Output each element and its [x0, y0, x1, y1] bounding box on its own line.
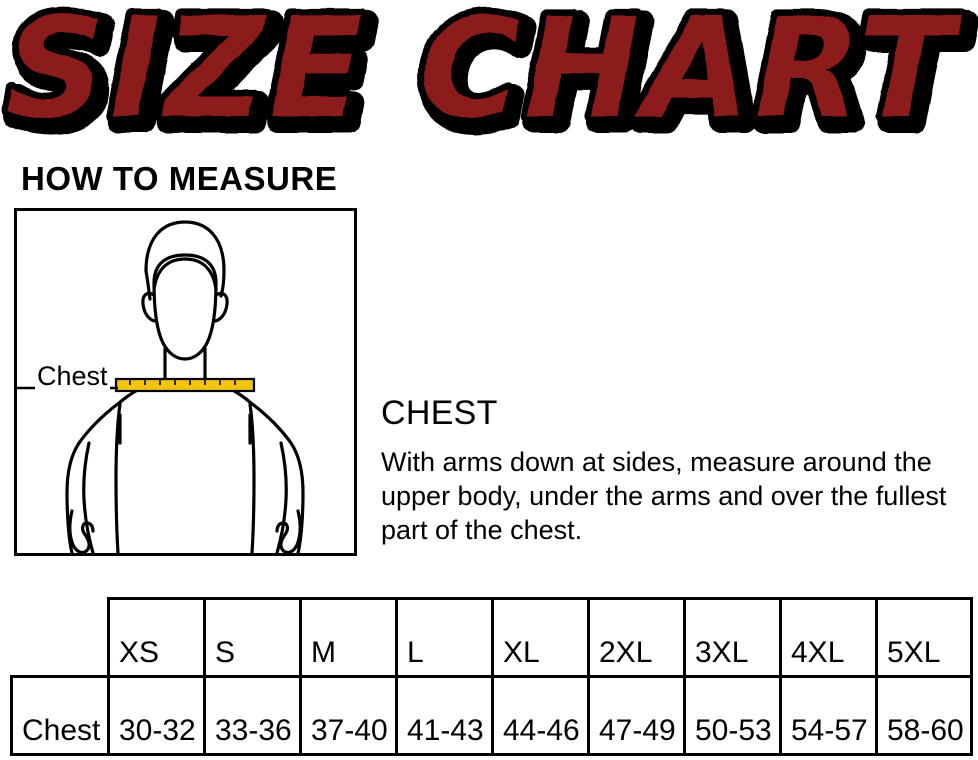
table-cell-chest-s: 33-36: [203, 675, 302, 756]
page-title: SIZE CHART SIZE CHART: [0, 0, 978, 150]
size-chart-title-art: SIZE CHART SIZE CHART: [0, 0, 976, 150]
tape-ticks: [129, 379, 236, 385]
table-row-label-chest: Chest: [10, 675, 110, 756]
left-ear: [141, 291, 158, 323]
hair-outline-left: [144, 269, 152, 301]
measurement-figure-box: Chest: [14, 208, 357, 556]
title-shadow-layer: SIZE CHART: [12, 0, 969, 150]
title-fill-layer: SIZE CHART: [6, 0, 963, 149]
chest-description-block: CHEST With arms down at sides, measure a…: [381, 393, 971, 547]
table-cell-chest-2xl: 47-49: [587, 675, 686, 756]
size-table-wrapper: XS S M L XL 2XL 3XL 4XL 5XL Chest 30-32 …: [10, 597, 973, 757]
outer-arm-left: [65, 441, 81, 553]
table-header-3xl: 3XL: [683, 597, 782, 678]
table-cell-chest-4xl: 54-57: [779, 675, 878, 756]
table-corner-cell: [12, 599, 109, 677]
table-cell-chest-5xl: 58-60: [875, 675, 973, 756]
table-cell-chest-l: 41-43: [395, 675, 494, 756]
outer-arm-right: [289, 441, 305, 553]
tape-band: [114, 377, 256, 393]
table-header-xl: XL: [491, 597, 590, 678]
hair-outline: [144, 220, 226, 298]
chest-description-text: With arms down at sides, measure around …: [381, 447, 947, 545]
how-to-measure-heading: HOW TO MEASURE: [21, 160, 338, 197]
inner-arm-left: [82, 441, 95, 553]
table-header-4xl: 4XL: [779, 597, 878, 678]
face-outline: [152, 253, 218, 361]
right-ear: [212, 291, 229, 323]
right-hand: [275, 509, 302, 553]
size-table: XS S M L XL 2XL 3XL 4XL 5XL Chest 30-32 …: [10, 597, 973, 756]
table-header-5xl: 5XL: [875, 597, 973, 678]
chest-description-heading: CHEST: [381, 394, 498, 432]
table-header-2xl: 2XL: [587, 597, 686, 678]
chest-measurement-label: Chest: [35, 361, 110, 391]
hair-fringe: [152, 257, 218, 291]
table-header-xs: XS: [107, 597, 206, 678]
table-header-s: S: [203, 597, 302, 678]
measuring-tape: [114, 377, 256, 393]
torso-side-left: [114, 402, 122, 553]
table-header-row: XS S M L XL 2XL 3XL 4XL 5XL: [12, 597, 973, 678]
table-cell-chest-m: 37-40: [299, 675, 398, 756]
table-row: Chest 30-32 33-36 37-40 41-43 44-46 47-4…: [10, 675, 973, 756]
table-header-m: M: [299, 597, 398, 678]
inner-arm-right: [275, 441, 288, 553]
table-cell-chest-xs: 30-32: [107, 675, 206, 756]
table-header-l: L: [395, 597, 494, 678]
table-cell-chest-3xl: 50-53: [683, 675, 782, 756]
table-cell-chest-xl: 44-46: [491, 675, 590, 756]
left-hand: [68, 509, 95, 553]
torso-side-right: [248, 402, 256, 553]
